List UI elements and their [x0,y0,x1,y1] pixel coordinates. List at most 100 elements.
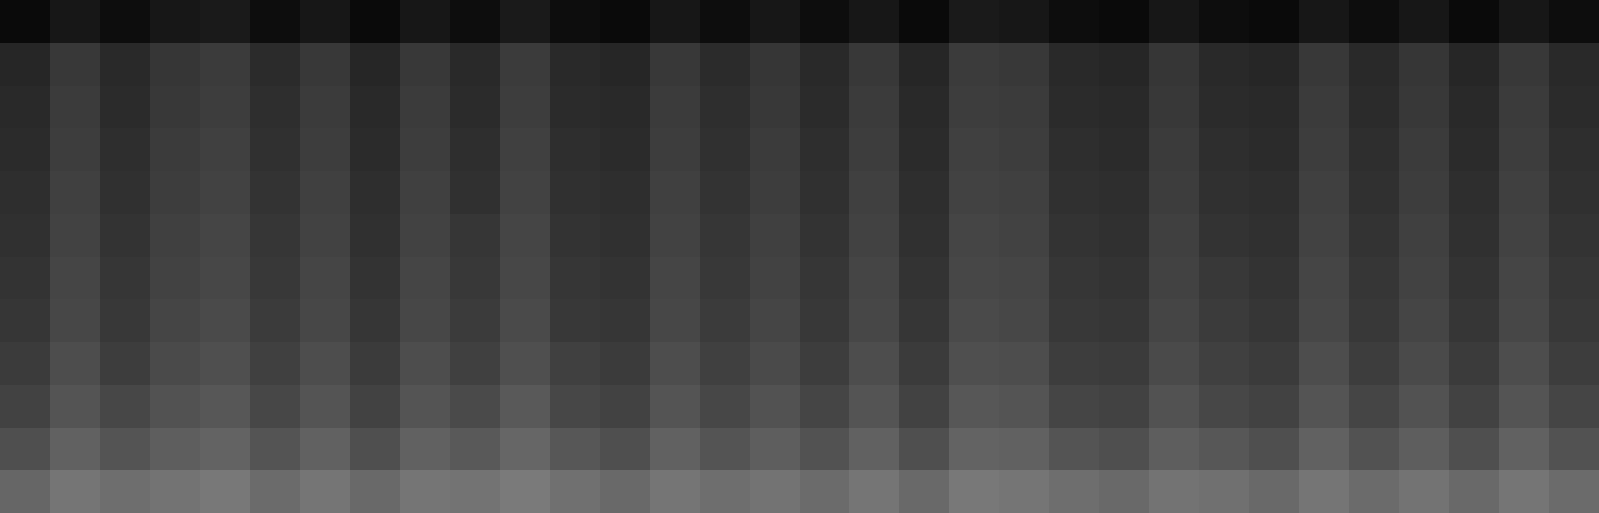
cell [1249,342,1299,385]
cell [550,43,600,86]
cell [1099,86,1149,128]
cell [899,299,949,342]
cell [100,257,150,299]
cell [50,128,100,171]
cell [600,385,650,428]
cell [600,171,650,214]
cell [849,385,899,428]
cell [350,0,400,43]
cell [50,43,100,86]
cell [300,214,350,257]
cell [1049,470,1099,513]
cell [800,257,849,299]
cell [400,128,450,171]
cell [200,299,250,342]
cell [949,299,999,342]
cell [1499,470,1549,513]
cell [1349,128,1399,171]
cell [500,43,550,86]
cell [400,342,450,385]
cell [700,470,750,513]
cell [300,428,350,470]
cell [1149,342,1199,385]
cell [100,342,150,385]
cell [600,470,650,513]
cell [1499,43,1549,86]
cell [750,171,800,214]
cell [550,0,600,43]
cell [1399,128,1449,171]
cell [650,0,700,43]
cell [999,43,1049,86]
cell [1449,0,1499,43]
cell [1199,470,1249,513]
cell [999,86,1049,128]
cell [100,214,150,257]
cell [1149,214,1199,257]
cell [1199,428,1249,470]
cell [1049,43,1099,86]
cell [400,299,450,342]
cell [1349,86,1399,128]
cell [600,342,650,385]
cell [1449,86,1499,128]
cell [100,128,150,171]
cell [899,428,949,470]
cell [1399,43,1449,86]
cell [750,299,800,342]
cell [200,171,250,214]
cell [350,43,400,86]
cell [999,342,1049,385]
cell [800,86,849,128]
cell [0,299,50,342]
cell [1549,128,1599,171]
cell [1399,171,1449,214]
cell [400,171,450,214]
cell [450,171,500,214]
cell [1449,299,1499,342]
cell [899,43,949,86]
cell [849,86,899,128]
cell [899,470,949,513]
cell [650,470,700,513]
cell [1549,0,1599,43]
cell [150,428,200,470]
cell [500,128,550,171]
cell [50,0,100,43]
cell [500,86,550,128]
cell [500,0,550,43]
cell [1199,299,1249,342]
cell [1049,428,1099,470]
cell [1449,43,1499,86]
cell [999,428,1049,470]
cell [1149,0,1199,43]
cell [1549,171,1599,214]
cell [1349,171,1399,214]
cell [899,257,949,299]
cell [700,43,750,86]
cell [949,171,999,214]
cell [700,299,750,342]
cell [1149,428,1199,470]
cell [1099,0,1149,43]
cell [1299,214,1349,257]
cell [1099,171,1149,214]
cell [1099,128,1149,171]
cell [100,171,150,214]
cell [0,257,50,299]
cell [1149,43,1199,86]
cell [200,128,250,171]
cell [400,86,450,128]
cell [300,128,350,171]
cell [1099,214,1149,257]
cell [1199,0,1249,43]
cell [600,43,650,86]
cell [50,257,100,299]
cell [1249,470,1299,513]
cell [0,43,50,86]
cell [600,257,650,299]
cell [550,299,600,342]
spectrogram [0,0,1599,513]
cell [1249,128,1299,171]
cell [200,86,250,128]
